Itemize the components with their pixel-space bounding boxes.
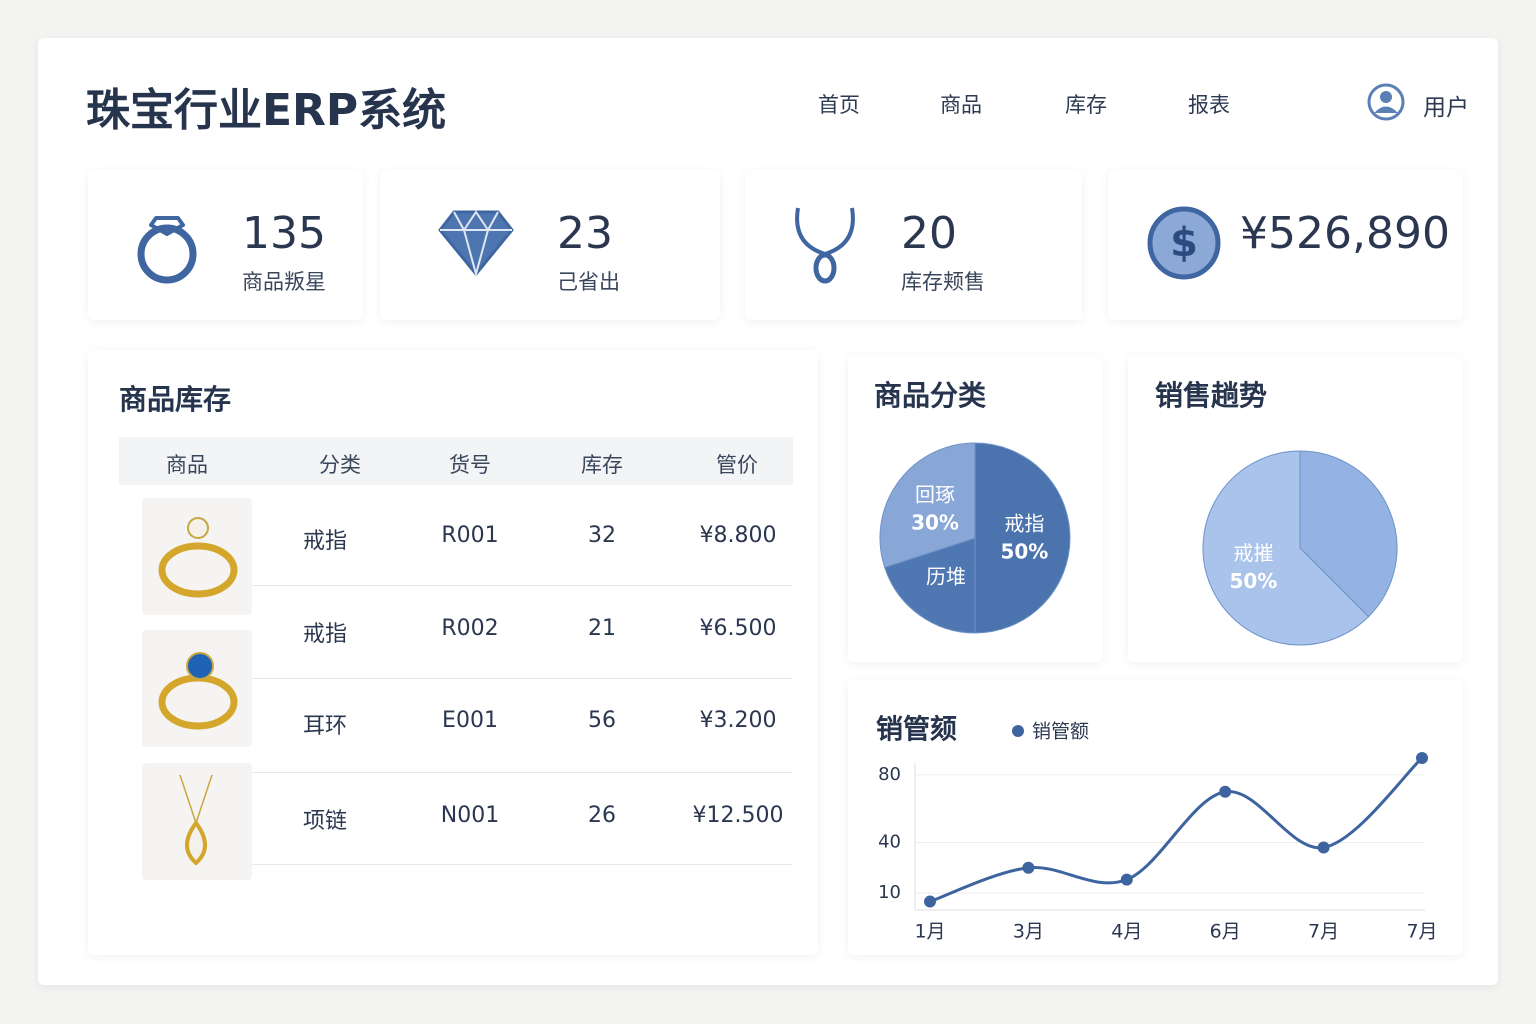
column-header: 库存	[581, 453, 623, 477]
y-tick-label: 10	[878, 882, 901, 903]
row-separator	[252, 864, 792, 865]
column-header: 管价	[716, 453, 758, 477]
y-tick-label: 80	[878, 764, 901, 785]
row-separator	[252, 678, 792, 679]
nav-item[interactable]: 库存	[1065, 93, 1107, 117]
line-point	[1022, 861, 1035, 874]
stat-value: 20	[901, 208, 957, 259]
x-tick-label: 7月	[1308, 921, 1339, 943]
pie-slice	[1202, 450, 1370, 646]
row-separator	[252, 585, 792, 586]
line-point	[1120, 873, 1133, 886]
svg-text:$: $	[1170, 220, 1198, 266]
table-cell: 耳环	[302, 714, 347, 739]
legend-label: 销管额	[1032, 721, 1089, 743]
chart-title: 销售趟势	[1155, 379, 1267, 412]
table-cell: 26	[588, 803, 616, 828]
slice-label: 历堆	[926, 564, 966, 588]
pie-slice	[1299, 450, 1398, 618]
x-tick-label: 4月	[1111, 921, 1142, 943]
app-title: 珠宝行业ERP系统	[86, 85, 447, 136]
table-cell: R002	[441, 616, 499, 641]
table-cell: 56	[588, 708, 616, 733]
legend-marker	[1012, 725, 1024, 737]
table-header	[119, 437, 793, 485]
stat-card	[88, 170, 363, 320]
table-cell: N001	[440, 803, 500, 828]
product-image	[142, 630, 252, 747]
x-tick-label: 3月	[1013, 921, 1044, 943]
table-cell: R001	[441, 523, 499, 548]
line-series	[929, 756, 1424, 903]
table-cell: ¥6.500	[699, 616, 777, 641]
pie-slice	[884, 537, 976, 634]
slice-label: 回琢	[915, 482, 955, 506]
product-image	[142, 498, 252, 615]
row-separator	[252, 772, 792, 773]
pie-slice	[879, 442, 976, 568]
pie-slice	[974, 442, 1071, 634]
slice-value: 50%	[1229, 569, 1277, 593]
table-cell: E001	[442, 708, 498, 733]
x-tick-label: 7月	[1406, 921, 1437, 943]
table-cell: 项链	[302, 809, 347, 834]
stat-label: 己省出	[557, 270, 620, 294]
table-cell: ¥8.800	[699, 523, 777, 548]
line-point	[1219, 785, 1232, 798]
nav-item[interactable]: 首页	[818, 93, 860, 117]
stat-value: ¥526,890	[1240, 208, 1450, 259]
product-image	[142, 763, 252, 880]
money-icon: $	[1147, 206, 1221, 280]
chart-panel	[848, 680, 1463, 955]
ring-icon	[137, 216, 197, 284]
panel-title: 商品库存	[119, 383, 232, 416]
table-cell: ¥12.500	[692, 803, 784, 828]
stat-card	[745, 170, 1082, 320]
stat-label: 商品叛星	[242, 270, 326, 294]
table-cell: 戒指	[302, 529, 347, 554]
column-header: 货号	[449, 453, 491, 477]
line-point	[1317, 841, 1330, 854]
user-avatar[interactable]	[1366, 82, 1406, 122]
stat-card	[380, 170, 720, 320]
slice-label: 戒摧	[1233, 541, 1273, 565]
stat-value: 23	[557, 208, 613, 259]
x-tick-label: 1月	[914, 921, 945, 943]
y-tick-label: 40	[878, 831, 901, 852]
slice-value: 30%	[911, 510, 959, 534]
x-tick-label: 6月	[1210, 921, 1241, 943]
chart-title: 商品分类	[874, 379, 986, 412]
stat-label: 库存颊售	[901, 270, 985, 294]
line-point	[1416, 752, 1428, 764]
user-name[interactable]: 用户	[1423, 95, 1469, 121]
line-point	[924, 895, 936, 908]
table-cell: 32	[588, 523, 616, 548]
chart-title: 销管颏	[876, 715, 957, 746]
nav-item[interactable]: 商品	[940, 93, 982, 117]
slice-value: 50%	[1000, 540, 1048, 564]
nav-item[interactable]: 报表	[1188, 93, 1230, 117]
column-header: 分类	[319, 453, 361, 477]
table-cell: ¥3.200	[699, 708, 777, 733]
table-cell: 戒指	[302, 622, 347, 647]
column-header: 商品	[166, 453, 208, 477]
stat-value: 135	[242, 208, 326, 259]
necklace-icon	[795, 207, 855, 284]
table-cell: 21	[588, 616, 616, 641]
diamond-icon	[438, 210, 514, 278]
slice-label: 戒指	[1004, 512, 1044, 536]
